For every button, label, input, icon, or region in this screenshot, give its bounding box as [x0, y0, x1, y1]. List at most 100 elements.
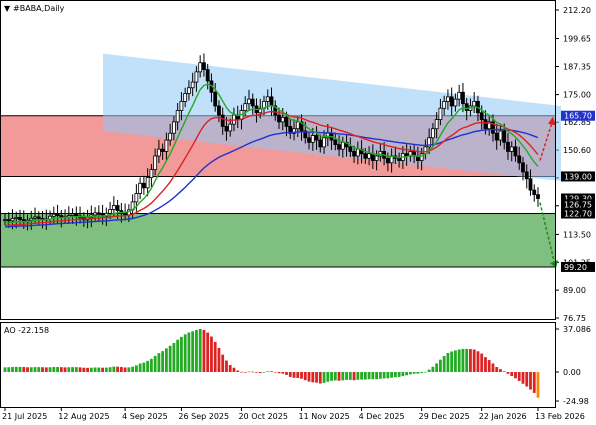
candle-body: [352, 151, 356, 157]
up-arrow-icon: [548, 116, 556, 126]
candle-body: [115, 205, 120, 211]
ao-bar: [127, 367, 131, 373]
forecast-down-arrow-line: [539, 202, 556, 266]
candle-body: [3, 219, 7, 222]
candle-body: [449, 96, 454, 107]
ao-bar: [337, 372, 341, 381]
candle-body: [149, 169, 154, 178]
candle-body: [509, 146, 514, 152]
trend-channel: [103, 53, 561, 181]
ao-bar: [367, 372, 371, 380]
date-tick-label: 12 Aug 2025: [58, 412, 109, 421]
ao-bar: [149, 358, 153, 373]
ao-bar: [225, 360, 228, 373]
candle-body: [164, 139, 169, 152]
ao-bar: [273, 371, 277, 373]
ao-bar: [142, 362, 146, 373]
ao-bar: [63, 367, 67, 373]
price-tick-label: 89.00: [563, 286, 586, 295]
candle-body: [310, 135, 315, 143]
candle-body: [506, 141, 510, 152]
ao-bar: [93, 367, 97, 373]
candle-body: [494, 132, 499, 141]
ao-bar: [48, 367, 52, 373]
ao-bar: [243, 372, 247, 373]
price-tick-label: 113.50: [563, 230, 591, 239]
candle-body: [36, 216, 41, 219]
ao-bar: [202, 330, 206, 373]
ao-bar: [221, 354, 225, 373]
candle-body: [517, 155, 522, 164]
ao-bar: [266, 371, 270, 373]
ao-bar: [89, 367, 93, 373]
ao-bar: [412, 372, 416, 374]
candle-body: [284, 116, 289, 127]
ao-bar: [29, 367, 33, 373]
ao-bar: [187, 332, 191, 373]
ao-bar: [134, 365, 138, 373]
ao-bar: [390, 372, 394, 378]
ao-bar: [270, 371, 273, 373]
ao-bar: [416, 372, 420, 374]
candle-body: [314, 135, 319, 141]
candle-body: [55, 213, 60, 216]
ao-bar: [41, 367, 44, 373]
ao-bar: [326, 372, 330, 382]
ao-bar: [11, 367, 14, 373]
candle-body: [265, 96, 270, 102]
ao-bar: [277, 372, 281, 374]
candle-body: [307, 137, 311, 143]
price-zones: [1, 53, 561, 268]
candle-body: [367, 153, 371, 159]
moving-averages: [4, 83, 539, 228]
ao-bar: [356, 372, 360, 380]
candle-body: [187, 87, 191, 94]
price-tick-label: 162.85: [563, 118, 591, 127]
candle-body: [217, 105, 221, 116]
ao-bar: [476, 351, 480, 373]
ao-bar: [480, 353, 484, 373]
candle-body: [355, 148, 360, 157]
price-tag-label: 122.70: [564, 210, 592, 219]
window-marker-icon[interactable]: ▼: [4, 4, 11, 13]
candle-body: [14, 216, 19, 219]
candle-body: [318, 139, 323, 148]
candle-body: [532, 189, 537, 196]
ao-bar: [502, 371, 506, 373]
ao-bar: [525, 372, 529, 387]
candle-body: [145, 177, 150, 189]
ao-bar: [131, 366, 135, 373]
ao-bar: [405, 372, 409, 376]
ao-bar: [228, 365, 232, 373]
ao-bar: [431, 366, 435, 373]
ao-bar: [454, 350, 457, 373]
candle-body: [277, 114, 281, 123]
date-tick-label: 21 Jul 2025: [2, 412, 47, 421]
candle-body: [438, 107, 443, 121]
candle-body: [457, 91, 462, 100]
candle-body: [179, 101, 184, 111]
candle-body: [156, 148, 161, 157]
ao-bar: [213, 341, 217, 373]
ao-bar: [371, 372, 375, 380]
ao-bar: [153, 355, 157, 373]
candle-body: [295, 121, 300, 130]
candle-body: [175, 110, 180, 123]
candle-body: [536, 194, 540, 199]
candle-body: [93, 212, 97, 216]
ao-bar: [423, 371, 427, 373]
date-axis: 21 Jul 2025 12 Aug 2025 4 Sep 2025 26 Sep 2…: [2, 407, 585, 421]
ao-bar: [348, 372, 352, 380]
ao-bar: [236, 370, 240, 373]
candle-body: [141, 182, 146, 189]
candle-body: [18, 216, 22, 221]
ao-bar: [303, 372, 307, 381]
ao-bar: [52, 367, 56, 373]
ao-bar: [183, 334, 187, 373]
date-tick-label: 4 Dec 2025: [359, 412, 405, 421]
ao-bar: [386, 372, 390, 379]
ao-bar: [311, 372, 315, 383]
ao-bar: [536, 372, 540, 398]
